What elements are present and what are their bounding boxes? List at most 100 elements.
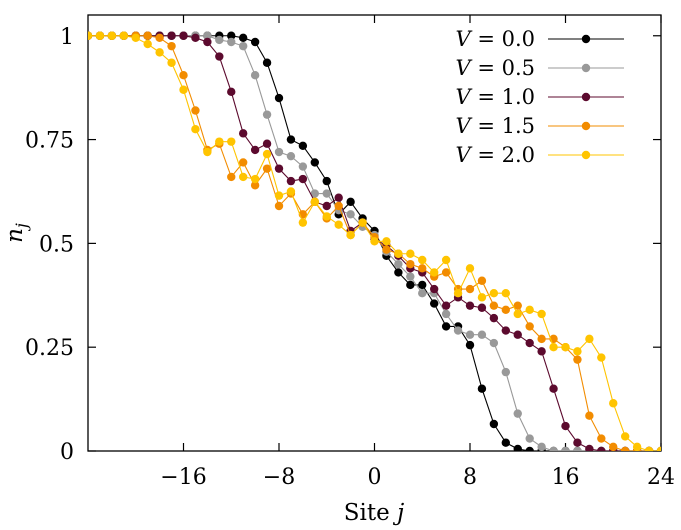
data-point <box>119 31 129 40</box>
data-point <box>262 58 272 67</box>
data-point <box>441 309 451 319</box>
data-point <box>191 33 200 43</box>
legend: V = 0.0V = 0.5V = 1.0V = 1.5V = 2.0 <box>455 27 624 167</box>
data-point <box>513 444 522 451</box>
legend-entry: V = 1.5 <box>455 114 624 138</box>
data-point <box>215 137 224 146</box>
data-point <box>489 313 499 323</box>
data-point <box>238 158 248 167</box>
data-point <box>155 48 164 57</box>
data-point <box>274 93 284 103</box>
data-point <box>429 284 439 294</box>
data-point <box>525 434 534 443</box>
legend-entry: V = 1.0 <box>455 85 624 109</box>
data-point <box>537 347 546 356</box>
legend-variable: V <box>455 56 472 80</box>
legend-variable: V <box>455 114 472 138</box>
legend-entry: V = 0.0 <box>455 27 624 51</box>
data-point <box>358 218 367 227</box>
legend-variable: V <box>455 85 472 109</box>
data-point <box>620 432 630 441</box>
data-point <box>298 162 308 171</box>
data-point <box>441 268 451 277</box>
legend-value: = 0.5 <box>471 56 535 80</box>
data-point <box>429 299 439 308</box>
data-point <box>609 442 618 451</box>
y-tick-label: 0.25 <box>25 336 74 361</box>
data-point <box>131 33 140 43</box>
data-point <box>597 353 606 362</box>
legend-variable: V <box>455 143 472 167</box>
data-point <box>95 31 105 40</box>
data-point <box>525 338 534 348</box>
data-point <box>477 276 487 285</box>
data-point <box>549 342 558 352</box>
data-point <box>465 340 475 350</box>
legend-value: = 0.0 <box>471 27 535 51</box>
data-point <box>537 309 546 319</box>
data-point <box>394 249 403 258</box>
data-point <box>167 31 176 40</box>
y-axis-label-subscript: j <box>12 223 31 231</box>
x-tick-label: 0 <box>368 465 382 490</box>
data-point <box>262 164 272 173</box>
data-point <box>501 326 511 335</box>
data-point <box>203 31 212 40</box>
data-point <box>406 272 415 281</box>
legend-value: = 1.0 <box>471 85 535 109</box>
data-point <box>537 334 546 344</box>
data-point <box>489 338 499 348</box>
data-point <box>453 326 463 335</box>
data-point <box>382 245 391 254</box>
data-point <box>513 301 522 310</box>
data-point <box>573 446 582 451</box>
data-point <box>203 37 212 47</box>
x-axis-label: Site j <box>344 500 404 526</box>
data-point <box>561 342 570 352</box>
data-point <box>609 399 618 408</box>
data-point <box>203 147 212 157</box>
data-point <box>274 201 284 211</box>
data-point <box>322 189 331 198</box>
y-axis-label: nj <box>2 223 31 243</box>
data-point <box>441 255 451 265</box>
data-point <box>143 31 152 40</box>
x-tick-label: −16 <box>160 465 206 490</box>
legend-marker <box>581 150 591 160</box>
data-point <box>489 419 499 429</box>
data-point <box>250 174 260 184</box>
data-point <box>597 434 606 443</box>
data-point <box>227 172 236 182</box>
data-point <box>489 301 499 310</box>
data-point <box>310 197 320 207</box>
data-point <box>238 129 248 138</box>
data-point <box>597 446 606 451</box>
data-point <box>418 289 427 298</box>
data-point <box>286 187 296 196</box>
data-point <box>227 87 236 97</box>
legend-label: V = 1.5 <box>455 114 535 138</box>
data-point <box>501 438 511 447</box>
data-point <box>286 151 296 161</box>
legend-marker <box>581 92 591 102</box>
data-point <box>441 301 451 310</box>
data-point <box>322 212 331 221</box>
data-point <box>406 259 415 269</box>
data-point <box>620 446 630 451</box>
data-point <box>370 237 379 246</box>
data-point <box>406 280 415 290</box>
y-axis-label-symbol: n <box>2 228 28 243</box>
data-point <box>465 264 475 273</box>
data-point <box>286 176 296 186</box>
data-point <box>274 191 284 200</box>
data-point <box>489 289 499 298</box>
data-point <box>179 31 188 40</box>
data-point <box>441 322 451 331</box>
y-tick-label: 0.75 <box>25 129 74 154</box>
data-point <box>191 106 200 115</box>
data-point <box>406 249 415 258</box>
data-point <box>632 442 642 451</box>
axis-ticks: −16 −8 0 8 16 24 0 0.25 0.5 0.75 1 <box>25 15 675 490</box>
data-point <box>250 181 260 190</box>
data-point <box>250 37 260 47</box>
